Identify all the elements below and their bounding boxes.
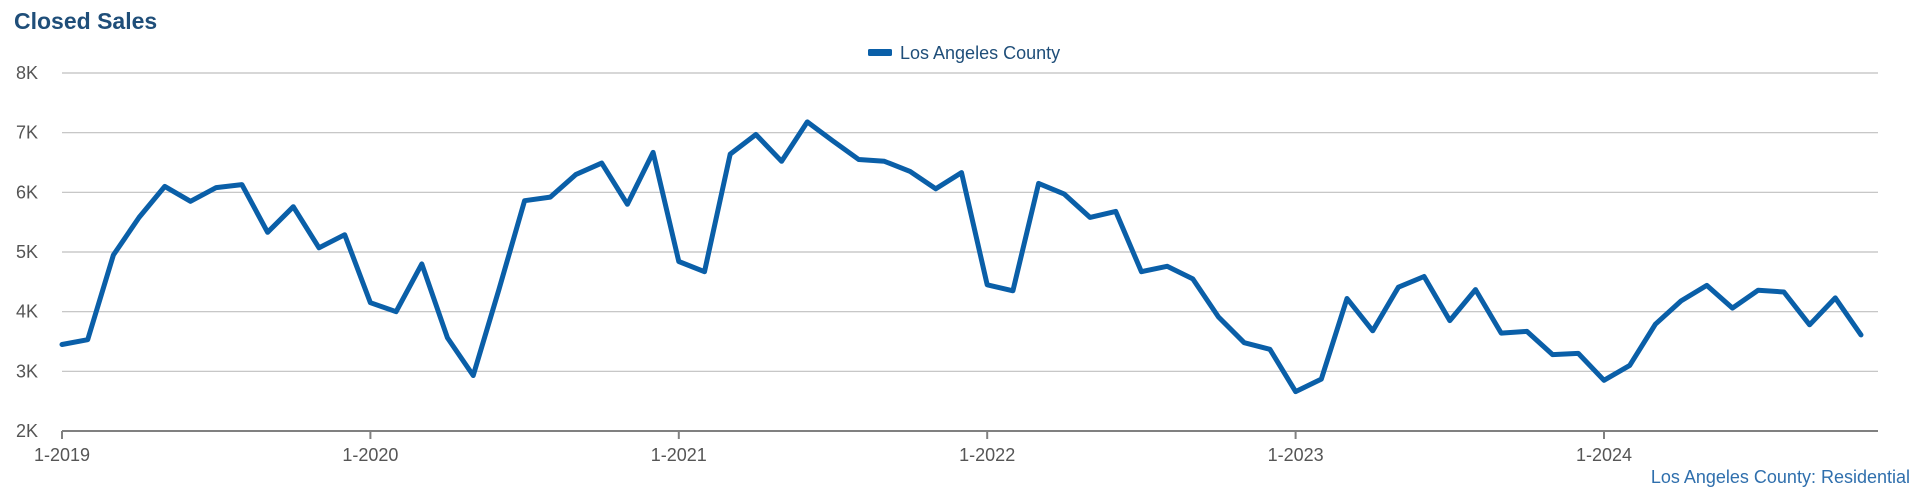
y-tick-label: 2K xyxy=(16,421,38,441)
data-point[interactable] xyxy=(1649,318,1661,330)
data-point[interactable] xyxy=(519,195,531,207)
legend-label[interactable]: Los Angeles County xyxy=(900,43,1060,63)
data-point[interactable] xyxy=(1187,273,1199,285)
gridlines xyxy=(62,72,1878,432)
data-point[interactable] xyxy=(750,129,762,141)
data-point[interactable] xyxy=(1727,302,1739,314)
data-point[interactable] xyxy=(262,226,274,238)
data-point[interactable] xyxy=(724,148,736,160)
data-point[interactable] xyxy=(1829,292,1841,304)
legend-swatch xyxy=(868,49,892,56)
legend[interactable]: Los Angeles County xyxy=(868,43,1060,63)
data-point[interactable] xyxy=(467,370,479,382)
data-point[interactable] xyxy=(1315,373,1327,385)
x-tick-label: 1-2022 xyxy=(959,445,1015,465)
data-point[interactable] xyxy=(981,279,993,291)
x-tick-label: 1-2020 xyxy=(342,445,398,465)
y-tick-label: 6K xyxy=(16,182,38,202)
data-point[interactable] xyxy=(1804,319,1816,331)
y-axis-ticks: 2K 3K 4K 5K 6K 7K 8K xyxy=(16,63,38,441)
y-tick-label: 4K xyxy=(16,302,38,322)
data-point[interactable] xyxy=(956,167,968,179)
y-tick-label: 3K xyxy=(16,361,38,381)
data-point[interactable] xyxy=(621,198,633,210)
x-axis-ticks: 1-2019 1-2020 1-2021 1-2022 1-2023 1-2024 xyxy=(34,431,1632,465)
data-point[interactable] xyxy=(1392,281,1404,293)
data-point[interactable] xyxy=(390,306,402,318)
data-point[interactable] xyxy=(442,332,454,344)
data-point[interactable] xyxy=(1290,386,1302,398)
data-point[interactable] xyxy=(827,135,839,147)
data-point[interactable] xyxy=(1547,349,1559,361)
data-point[interactable] xyxy=(1367,325,1379,337)
data-point[interactable] xyxy=(1135,266,1147,278)
data-point[interactable] xyxy=(493,284,505,296)
data-point[interactable] xyxy=(930,183,942,195)
data-point[interactable] xyxy=(1855,329,1867,341)
series-layer xyxy=(56,116,1867,398)
y-tick-label: 7K xyxy=(16,123,38,143)
data-point[interactable] xyxy=(570,168,582,180)
series-line-los-angeles-county xyxy=(59,119,1864,395)
data-point[interactable] xyxy=(544,191,556,203)
data-point[interactable] xyxy=(1521,325,1533,337)
data-point[interactable] xyxy=(878,155,890,167)
data-point[interactable] xyxy=(1470,284,1482,296)
data-point[interactable] xyxy=(1624,359,1636,371)
data-point[interactable] xyxy=(647,146,659,158)
data-point[interactable] xyxy=(82,334,94,346)
data-point[interactable] xyxy=(416,258,428,270)
data-point[interactable] xyxy=(339,229,351,241)
data-point[interactable] xyxy=(699,266,711,278)
data-point[interactable] xyxy=(1701,279,1713,291)
data-point[interactable] xyxy=(1444,315,1456,327)
data-point[interactable] xyxy=(1007,285,1019,297)
data-point[interactable] xyxy=(1161,260,1173,272)
data-point[interactable] xyxy=(853,154,865,166)
data-point[interactable] xyxy=(1058,188,1070,200)
chart-title: Closed Sales xyxy=(14,8,158,34)
source-footer: Los Angeles County: Residential xyxy=(1650,467,1910,487)
data-point[interactable] xyxy=(1084,211,1096,223)
data-point[interactable] xyxy=(159,180,171,192)
data-point[interactable] xyxy=(1495,327,1507,339)
data-point[interactable] xyxy=(1238,337,1250,349)
data-point[interactable] xyxy=(107,249,119,261)
data-point[interactable] xyxy=(673,256,685,268)
x-tick-label: 1-2019 xyxy=(34,445,90,465)
data-point[interactable] xyxy=(776,155,788,167)
data-point[interactable] xyxy=(1675,295,1687,307)
data-point[interactable] xyxy=(1598,374,1610,386)
data-point[interactable] xyxy=(1572,347,1584,359)
data-point[interactable] xyxy=(801,116,813,128)
data-point[interactable] xyxy=(313,242,325,254)
data-point[interactable] xyxy=(185,195,197,207)
data-point[interactable] xyxy=(1752,284,1764,296)
data-point[interactable] xyxy=(56,339,68,351)
x-tick-label: 1-2024 xyxy=(1576,445,1632,465)
data-point[interactable] xyxy=(133,211,145,223)
y-tick-label: 5K xyxy=(16,242,38,262)
y-tick-label: 8K xyxy=(16,63,38,83)
data-point[interactable] xyxy=(210,182,222,194)
x-tick-label: 1-2021 xyxy=(651,445,707,465)
data-point[interactable] xyxy=(1110,205,1122,217)
data-point[interactable] xyxy=(1264,343,1276,355)
data-point[interactable] xyxy=(287,201,299,213)
data-point[interactable] xyxy=(1778,286,1790,298)
data-point[interactable] xyxy=(1033,177,1045,189)
data-point[interactable] xyxy=(1213,311,1225,323)
data-point[interactable] xyxy=(236,179,248,191)
data-point[interactable] xyxy=(1418,271,1430,283)
x-tick-label: 1-2023 xyxy=(1268,445,1324,465)
data-point[interactable] xyxy=(1341,293,1353,305)
data-point[interactable] xyxy=(364,297,376,309)
data-point[interactable] xyxy=(596,157,608,169)
data-point[interactable] xyxy=(904,165,916,177)
